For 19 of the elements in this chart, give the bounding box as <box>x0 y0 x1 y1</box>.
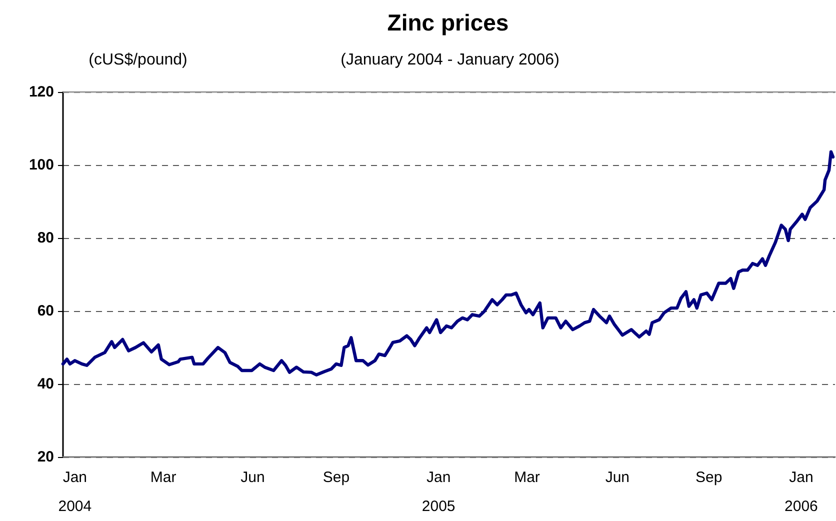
x-tick-label: Jan 2004 <box>58 469 92 515</box>
y-tick-label: 120 <box>28 84 54 100</box>
y-tick-label: 20 <box>37 448 54 466</box>
x-tick-label: Mar <box>150 469 176 486</box>
y-tick-label: 80 <box>37 230 54 246</box>
x-tick-label: Jan 2005 <box>422 469 456 515</box>
x-tick-label: Mar <box>514 469 540 486</box>
chart-title: Zinc prices <box>387 10 509 36</box>
line-series <box>61 150 835 376</box>
x-tick-label: Sep <box>322 469 350 486</box>
y-axis-title: (cUS$/pound) <box>88 52 188 68</box>
x-tick-label: Sep <box>695 469 722 486</box>
y-tick-label: 40 <box>37 376 54 392</box>
y-tick-label: 60 <box>37 302 54 320</box>
x-tick-label: Jan 2006 <box>784 469 818 515</box>
chart-subtitle: (January 2004 - January 2006) <box>340 52 560 68</box>
x-tick-label: Jun <box>240 469 265 486</box>
x-tick-label: Jun <box>605 469 630 486</box>
y-tick-label: 100 <box>28 156 54 174</box>
